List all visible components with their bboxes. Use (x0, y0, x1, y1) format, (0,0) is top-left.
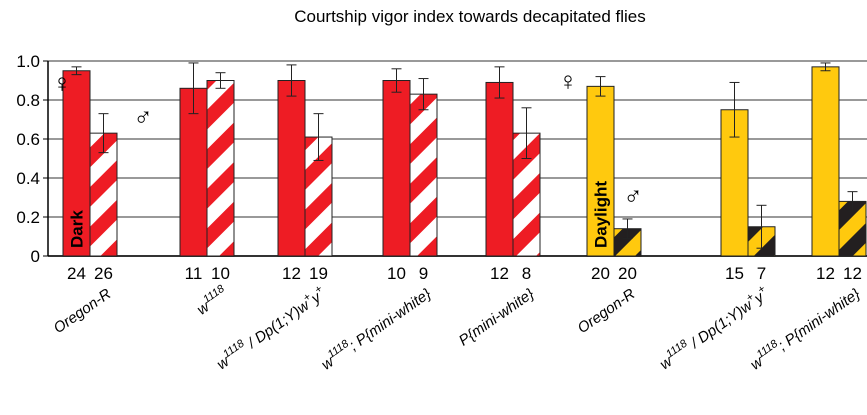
y-tick-label: 0.4 (16, 169, 40, 188)
n-label: 12 (816, 264, 835, 283)
condition-label: Daylight (592, 181, 611, 248)
condition-label: Dark (68, 210, 87, 248)
label-part: ; P{mini-white} (775, 285, 863, 354)
label-part: / Dp(1;Y)w (241, 296, 313, 354)
n-label: 24 (67, 264, 86, 283)
bar (382, 80, 411, 257)
x-tick-label: w1118 (192, 282, 232, 318)
x-tick-label: Oregon-R (575, 285, 639, 337)
error-bar (188, 62, 199, 115)
legend-symbol: ♂ (133, 102, 153, 132)
n-label: 15 (725, 264, 744, 283)
label-part: / Dp(1;Y)w (684, 296, 756, 354)
n-label: 12 (843, 264, 862, 283)
error-bar (98, 113, 109, 154)
bar (409, 93, 438, 257)
n-label: 9 (419, 264, 428, 283)
n-label: 20 (591, 264, 610, 283)
superscript: 1118 (201, 282, 227, 305)
x-tick-label: Oregon-R (51, 285, 115, 337)
error-bar (313, 113, 324, 161)
label-part: Oregon-R (575, 285, 639, 337)
y-tick-label: 1.0 (16, 52, 40, 71)
error-bar (391, 68, 402, 93)
bar (179, 87, 208, 257)
bar (277, 80, 306, 257)
error-bar (595, 76, 606, 97)
y-tick-label: 0.2 (16, 208, 40, 227)
label-part: P{mini-white} (456, 285, 537, 349)
legend-symbol: ♀ (558, 66, 578, 96)
n-label: 10 (211, 264, 230, 283)
n-label: 10 (387, 264, 406, 283)
error-bar (622, 218, 633, 239)
error-bar (729, 81, 740, 138)
x-tick-label: w1118 / Dp(1;Y)w+y+ (212, 283, 330, 374)
chart-title: Courtship vigor index towards decapitate… (294, 7, 646, 26)
legend-symbol: ♂ (623, 181, 643, 211)
error-bar (71, 66, 82, 76)
x-tick-label: w1118; P{mini-white} (746, 283, 864, 374)
error-bar (418, 78, 429, 111)
error-bar (847, 191, 858, 212)
bar (811, 66, 840, 257)
n-label: 20 (618, 264, 637, 283)
y-tick-label: 0.6 (16, 130, 40, 149)
error-bar (215, 72, 226, 89)
bar (485, 81, 514, 257)
n-label: 12 (282, 264, 301, 283)
bar (89, 132, 118, 257)
bar (586, 85, 615, 257)
y-tick-label: 0 (31, 247, 40, 266)
n-label: 7 (757, 264, 766, 283)
error-bar (494, 66, 505, 99)
error-bar (756, 204, 767, 249)
n-label: 12 (490, 264, 509, 283)
error-bar (286, 64, 297, 97)
legend-symbol: ♀ (52, 68, 72, 98)
x-tick-label: w1118; P{mini-white} (317, 283, 435, 374)
n-label: 11 (185, 264, 203, 283)
bar (206, 80, 235, 257)
error-bar (820, 62, 831, 72)
n-label: 19 (309, 264, 328, 283)
x-tick-label: P{mini-white} (456, 285, 537, 349)
label-part: ; P{mini-white} (346, 285, 434, 354)
y-tick-label: 0.8 (16, 91, 40, 110)
n-label: 8 (522, 264, 531, 283)
error-bar (521, 107, 532, 159)
n-label: 26 (94, 264, 113, 283)
label-part: Oregon-R (51, 285, 115, 337)
